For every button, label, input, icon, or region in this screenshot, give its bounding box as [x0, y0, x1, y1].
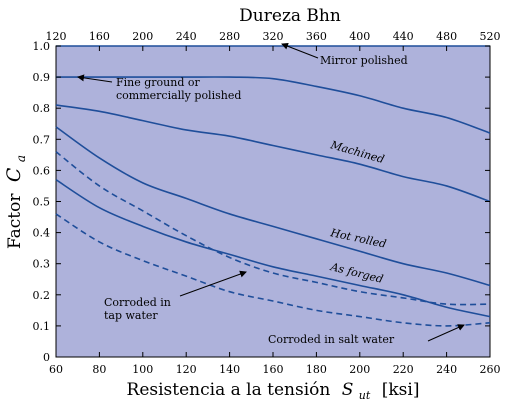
- y-tick-label: 0.2: [33, 289, 51, 302]
- series-line-corroded-in-tap-water: [55, 151, 491, 306]
- x-top-tick-label: 480: [436, 30, 457, 43]
- series-line-as-forged: [55, 179, 491, 318]
- x-bottom-tick-label: 240: [436, 363, 457, 376]
- annotation-fine-arrow: [77, 74, 113, 83]
- x-top-tick-label: 280: [219, 30, 240, 43]
- series-line-fine-ground-or-commercially-polished: [56, 76, 491, 134]
- annotation-mirror-line: Mirror polished: [320, 54, 408, 67]
- annotation-salt-line: Corroded in salt water: [268, 333, 395, 346]
- series-line-machined: [55, 104, 491, 203]
- x-bottom-tick-label: 260: [480, 363, 501, 376]
- x-bottom-tick-label: 200: [349, 363, 370, 376]
- x-top-tick-label: 160: [89, 30, 110, 43]
- y-tick-label: 0.7: [33, 133, 51, 146]
- plot-area: [55, 45, 491, 358]
- bottom-axis-symbol-sub: ut: [359, 389, 371, 402]
- x-top-tick-label: 520: [480, 30, 501, 43]
- y-axis-label: Factor: [5, 193, 25, 249]
- y-tick-label: 0.5: [33, 196, 51, 209]
- bottom-axis-symbol: S: [342, 380, 354, 400]
- x-bottom-tick-label: 180: [306, 363, 327, 376]
- y-tick-label: 0.9: [33, 71, 51, 84]
- series-line-hot-rolled: [55, 126, 491, 287]
- series-layer: [55, 45, 491, 327]
- annotation-salt: Corroded in salt water: [268, 333, 395, 346]
- x-bottom-tick-label: 100: [132, 363, 153, 376]
- x-top-tick-label: 200: [132, 30, 153, 43]
- x-top-tick-label: 360: [306, 30, 327, 43]
- annotation-fine-line: commercially polished: [116, 89, 241, 102]
- y-tick-label: 0: [43, 351, 50, 364]
- x-top-tick-label: 400: [349, 30, 370, 43]
- series-line-corroded-in-salt-water: [55, 213, 491, 327]
- x-bottom-tick-label: 60: [49, 363, 63, 376]
- x-bottom-tick-label: 160: [263, 363, 284, 376]
- x-top-tick-label: 240: [176, 30, 197, 43]
- y-tick-label: 0.4: [33, 227, 51, 240]
- y-tick-label: 0.8: [33, 102, 51, 115]
- x-top-tick-label: 320: [263, 30, 284, 43]
- y-axis-symbol: C: [3, 167, 25, 182]
- annotation-fine-line: Fine ground or: [116, 76, 200, 89]
- annotation-tap-line: tap water: [104, 309, 158, 322]
- bottom-axis-unit: [ksi]: [382, 380, 420, 400]
- bottom-axis-title: Resistencia a la tensión S ut [ksi]: [127, 380, 420, 404]
- y-tick-label: 0.1: [33, 320, 51, 333]
- annotation-tap-arrow: [179, 270, 247, 297]
- annotation-tap-line: Corroded in: [104, 296, 171, 309]
- y-tick-label: 0.6: [33, 164, 51, 177]
- x-bottom-tick-label: 120: [176, 363, 197, 376]
- y-tick-label: 1.0: [33, 40, 51, 53]
- x-top-tick-label: 440: [393, 30, 414, 43]
- axes-layer: 60 80 100 120 140 160 180 200 220 240 260 120 160 200…: [33, 30, 501, 376]
- annotation-fine: Fine ground or commercially polished: [116, 76, 241, 102]
- x-bottom-tick-label: 140: [219, 363, 240, 376]
- annotation-mirror: Mirror polished: [320, 54, 408, 67]
- y-tick-label: 0.3: [33, 258, 51, 271]
- y-axis-symbol-sub: a: [14, 155, 28, 162]
- top-axis-title: Dureza Bhn: [239, 6, 341, 26]
- annotation-salt-arrow: [427, 324, 465, 342]
- x-bottom-tick-label: 220: [393, 363, 414, 376]
- annotation-tap: Corroded in tap water: [104, 296, 171, 322]
- bottom-axis-label: Resistencia a la tensión: [127, 380, 331, 400]
- x-bottom-tick-label: 80: [92, 363, 106, 376]
- x-top-tick-label: 120: [46, 30, 67, 43]
- y-axis-title: Factor C a: [3, 155, 28, 249]
- annotation-mirror-arrow: [281, 42, 319, 59]
